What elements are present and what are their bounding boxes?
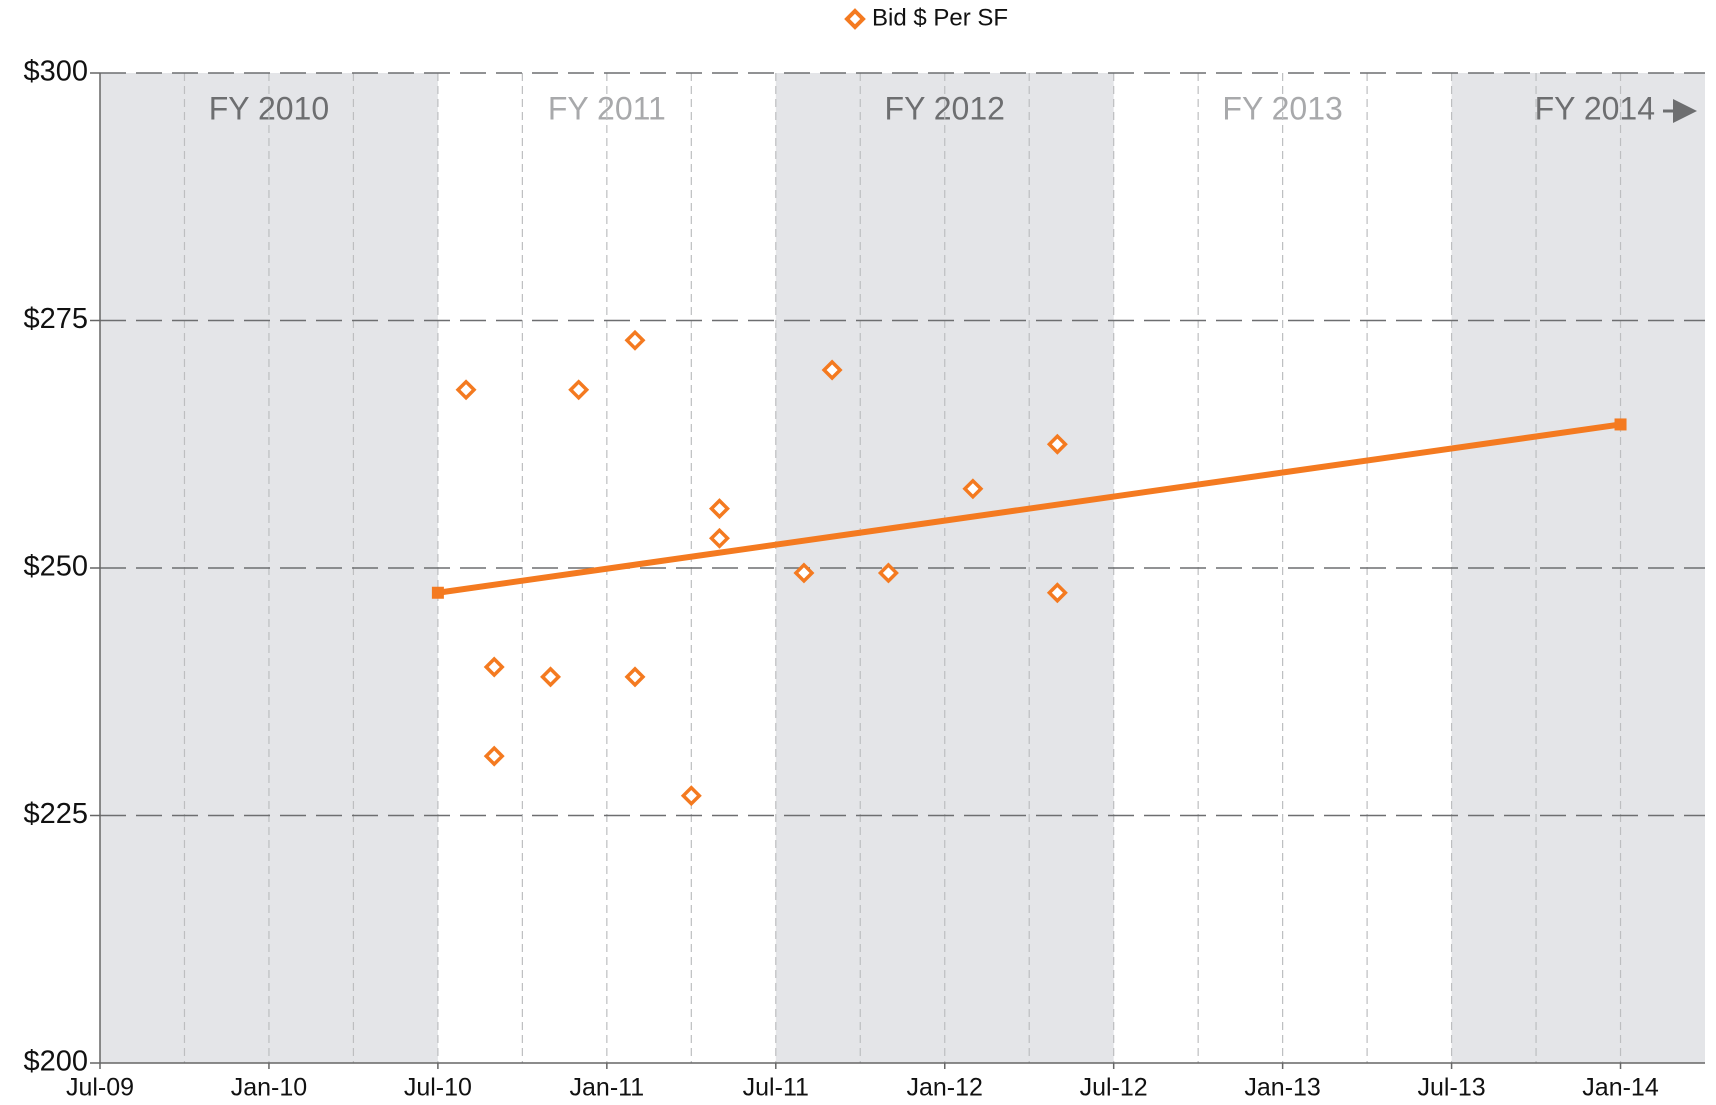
fy-label: FY 2012 <box>885 90 1005 126</box>
scatter-point <box>708 527 730 549</box>
x-tick-label: Jul-11 <box>743 1074 809 1102</box>
x-tick-label: Jan-10 <box>231 1074 307 1102</box>
scatter-point <box>793 562 815 584</box>
trend-end <box>431 586 444 599</box>
scatter-point <box>821 359 843 381</box>
scatter-point <box>483 745 505 767</box>
y-tick-label: $200 <box>23 1046 88 1078</box>
scatter-point <box>708 498 730 520</box>
trend-end <box>1614 418 1627 431</box>
scatter-point <box>483 656 505 678</box>
scatter-point <box>624 329 646 351</box>
scatter-point <box>568 379 590 401</box>
x-tick-label: Jan-11 <box>570 1074 645 1102</box>
y-tick-label: $225 <box>23 798 88 830</box>
y-tick-label: $300 <box>23 56 88 88</box>
trend-line <box>437 421 1621 596</box>
y-tick-label: $250 <box>23 551 88 583</box>
marks <box>431 329 1627 807</box>
x-tick-label: Jul-09 <box>66 1074 134 1102</box>
fy-label: FY 2010 <box>209 90 329 126</box>
legend-label: Bid $ Per SF <box>872 4 1008 31</box>
scatter-point <box>540 666 562 688</box>
scatter-point <box>962 478 984 500</box>
scatter-point <box>455 379 477 401</box>
y-tick-label: $275 <box>23 303 88 335</box>
fy-label: FY 2013 <box>1222 90 1342 126</box>
scatter-point <box>624 666 646 688</box>
scatter-point <box>1046 582 1068 604</box>
scatter-point <box>1046 433 1068 455</box>
x-tick-label: Jul-10 <box>404 1074 472 1102</box>
x-tick-label: Jan-12 <box>907 1074 983 1102</box>
bands: FY 2010 FY 2011 FY 2012 FY 2013 FY 2014 <box>100 73 1705 1063</box>
x-tick-label: Jul-13 <box>1418 1074 1486 1102</box>
fy-label: FY 2014 <box>1535 90 1655 126</box>
scatter-point <box>680 785 702 807</box>
fy-label: FY 2011 <box>548 90 666 126</box>
grid: Jul-09 Jan-10 Jul-10 Jan-11 Jul-11 Jan-12 Jul-… <box>23 56 1705 1102</box>
x-tick-label: Jan-13 <box>1244 1074 1320 1102</box>
legend-marker <box>844 8 866 30</box>
x-tick-label: Jul-12 <box>1080 1074 1148 1102</box>
x-tick-label: Jan-14 <box>1582 1074 1659 1102</box>
scatter-point <box>877 562 899 584</box>
